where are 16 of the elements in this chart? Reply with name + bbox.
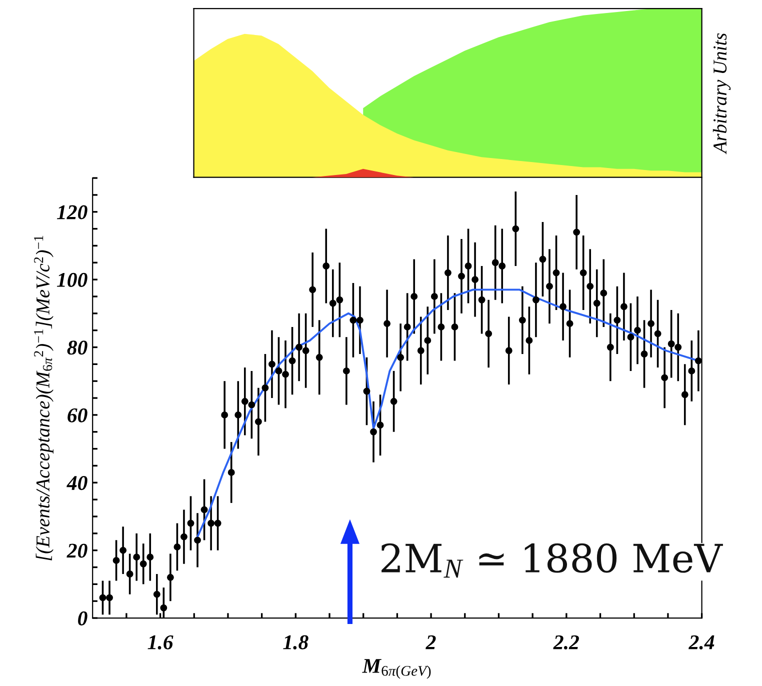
y-tick-label: 20 [66, 544, 88, 558]
x-tick-label: 2.2 [553, 635, 579, 650]
x-tick-label: 2.4 [688, 635, 714, 650]
annotation: 2M$_{N}$ ≃ 1880 MeV [382, 543, 723, 578]
text: [(Events/Acceptance)(M$_{6π}$$^{2}$)$^{−1}$](MeV/c$^{2}$)$^{−1}$ [34, 236, 54, 560]
y-axis-title: Arbitrary Units [712, 33, 731, 154]
y-tick-label: 80 [67, 340, 88, 355]
x-axis-title: M$_{6π(GeV)}$ [362, 659, 431, 679]
y-tick-label: 40 [66, 476, 88, 490]
x-tick-label: 1.6 [148, 635, 174, 650]
y-tick-label: 120 [56, 205, 88, 220]
y-tick-label: 60 [68, 408, 88, 422]
y-tick-label: 100 [56, 272, 88, 287]
x-tick-label: 2 [426, 635, 436, 650]
y-tick-label: 0 [78, 611, 88, 626]
x-tick-label: 1.8 [283, 635, 308, 650]
